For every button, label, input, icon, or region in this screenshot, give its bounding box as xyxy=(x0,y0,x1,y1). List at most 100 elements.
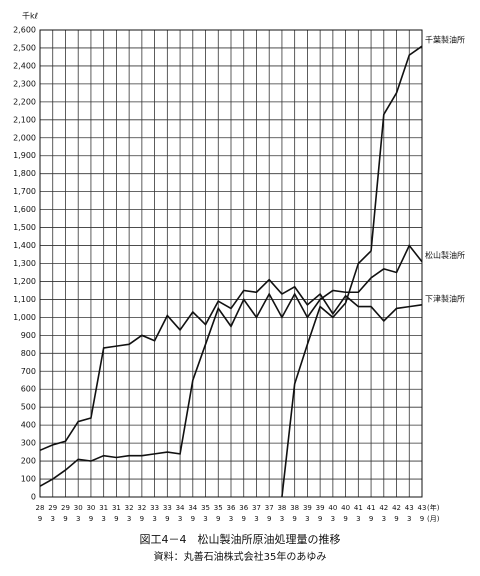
x-month-label: 3 xyxy=(280,515,284,523)
y-tick-label: 900 xyxy=(21,331,36,340)
x-year-label: 43 xyxy=(405,504,414,512)
series-line xyxy=(39,278,423,452)
y-tick-label: 400 xyxy=(21,421,36,430)
x-month-label: 9 xyxy=(140,515,144,523)
x-month-label: 9 xyxy=(114,515,118,523)
x-month-label: 3 xyxy=(203,515,207,523)
series-label: 千葉製油所 xyxy=(425,35,465,45)
series-label: 松山製油所 xyxy=(425,250,465,260)
x-year-unit: (年) xyxy=(427,503,440,512)
x-month-label: 9 xyxy=(241,515,245,523)
x-year-label: 37 xyxy=(265,504,274,512)
x-month-label: 3 xyxy=(254,515,258,523)
x-month-label: 9 xyxy=(63,515,67,523)
y-tick-label: 1,000 xyxy=(13,313,36,322)
plot-frame xyxy=(39,29,423,498)
series-label: 下津製油所 xyxy=(425,293,465,303)
y-tick-label: 800 xyxy=(21,349,36,358)
x-month-label: 3 xyxy=(356,515,360,523)
y-tick-label: 1,900 xyxy=(13,151,36,160)
y-tick-label: 2,000 xyxy=(13,133,36,142)
y-tick-label: 2,500 xyxy=(13,43,36,52)
x-year-label: 28 xyxy=(36,504,45,512)
x-month-unit: (月) xyxy=(427,515,440,523)
y-tick-label: 700 xyxy=(21,367,36,376)
x-year-label: 29 xyxy=(48,504,57,512)
x-month-label: 9 xyxy=(394,515,398,523)
x-month-label: 3 xyxy=(76,515,80,523)
x-year-label: 36 xyxy=(227,504,236,512)
series-line xyxy=(281,45,423,498)
x-year-label: 39 xyxy=(316,504,325,512)
y-tick-label: 2,600 xyxy=(13,26,36,35)
x-year-label: 34 xyxy=(176,504,185,512)
chart-title: 図工4－4 松山製油所原油処理量の推移 xyxy=(140,532,341,546)
x-year-label: 35 xyxy=(214,504,223,512)
x-year-label: 41 xyxy=(367,504,376,512)
y-tick-label: 1,500 xyxy=(13,223,36,232)
x-month-label: 9 xyxy=(369,515,373,523)
x-month-label: 3 xyxy=(407,515,411,523)
x-year-label: 33 xyxy=(163,504,172,512)
x-month-label: 9 xyxy=(267,515,271,523)
x-year-label: 42 xyxy=(392,504,401,512)
x-month-label: 9 xyxy=(191,515,195,523)
x-year-label: 40 xyxy=(341,504,350,512)
x-year-label: 40 xyxy=(328,504,337,512)
y-tick-label: 1,700 xyxy=(13,187,36,196)
x-year-label: 33 xyxy=(150,504,159,512)
x-year-label: 36 xyxy=(239,504,248,512)
x-year-label: 32 xyxy=(137,504,146,512)
x-month-label: 9 xyxy=(89,515,93,523)
x-year-label: 42 xyxy=(379,504,388,512)
x-month-label: 3 xyxy=(229,515,233,523)
y-tick-label: 1,200 xyxy=(13,277,36,286)
x-year-label: 30 xyxy=(86,504,95,512)
x-month-label: 9 xyxy=(38,515,42,523)
x-month-label: 9 xyxy=(165,515,169,523)
x-year-label: 31 xyxy=(99,504,108,512)
y-tick-label: 600 xyxy=(21,385,36,394)
x-year-label: 35 xyxy=(201,504,210,512)
x-month-label: 3 xyxy=(127,515,131,523)
y-tick-label: 2,100 xyxy=(13,115,36,124)
y-tick-label: 1,400 xyxy=(13,241,36,250)
x-month-label: 3 xyxy=(305,515,309,523)
y-tick-label: 100 xyxy=(21,475,36,484)
x-year-label: 41 xyxy=(354,504,363,512)
x-year-label: 30 xyxy=(74,504,83,512)
x-month-label: 3 xyxy=(331,515,335,523)
x-year-label: 37 xyxy=(252,504,261,512)
y-tick-label: 1,300 xyxy=(13,259,36,268)
x-month-label: 9 xyxy=(216,515,220,523)
series-line xyxy=(39,244,423,487)
x-year-label: 32 xyxy=(125,504,134,512)
y-tick-label: 200 xyxy=(21,457,36,466)
x-month-label: 9 xyxy=(292,515,296,523)
y-tick-label: 1,100 xyxy=(13,295,36,304)
x-year-label: 38 xyxy=(290,504,299,512)
y-tick-label: 300 xyxy=(21,439,36,448)
y-tick-label: 1,600 xyxy=(13,205,36,214)
x-year-label: 31 xyxy=(112,504,121,512)
x-month-label: 3 xyxy=(382,515,386,523)
y-tick-label: 1,800 xyxy=(13,169,36,178)
x-month-label: 3 xyxy=(178,515,182,523)
x-year-label: 29 xyxy=(61,504,70,512)
y-tick-label: 2,300 xyxy=(13,79,36,88)
x-month-label: 9 xyxy=(343,515,347,523)
y-tick-label: 2,200 xyxy=(13,97,36,106)
x-year-label: 43 xyxy=(418,504,427,512)
y-tick-label: 0 xyxy=(31,493,36,502)
x-year-label: 34 xyxy=(188,504,197,512)
x-month-label: 3 xyxy=(50,515,54,523)
source-note: 資料：丸善石油株式会社35年のあゆみ xyxy=(154,550,327,563)
x-month-label: 3 xyxy=(152,515,156,523)
y-tick-label: 2,400 xyxy=(13,61,36,70)
x-month-label: 9 xyxy=(318,515,322,523)
x-month-label: 3 xyxy=(101,515,105,523)
y-tick-label: 500 xyxy=(21,403,36,412)
x-year-label: 39 xyxy=(303,504,312,512)
